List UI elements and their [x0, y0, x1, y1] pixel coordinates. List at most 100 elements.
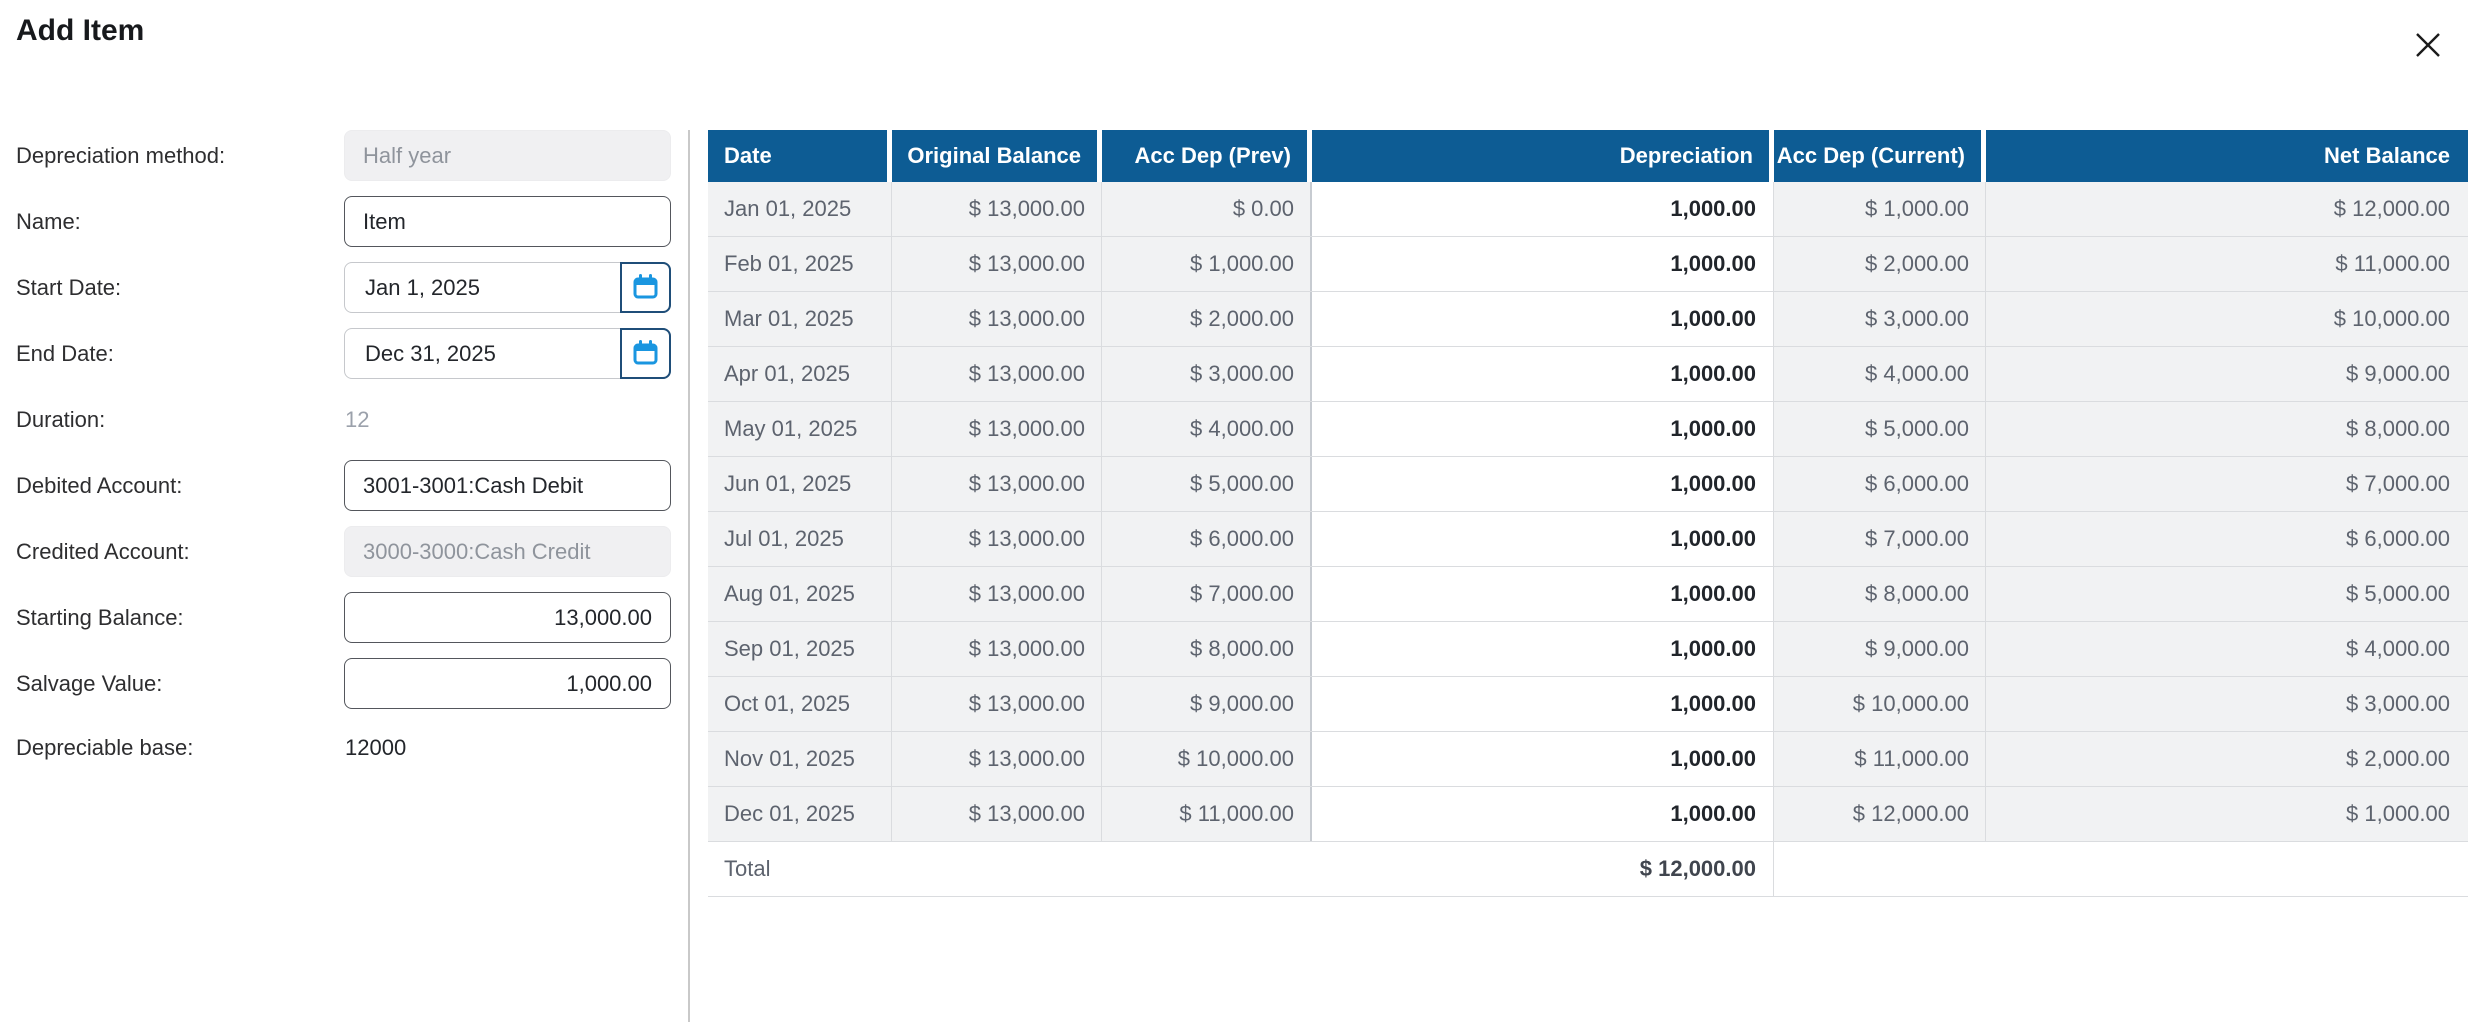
depreciation-method-label: Depreciation method: [16, 143, 226, 168]
total-label: Total [724, 856, 771, 881]
net-balance-cell: $ 12,000.00 [1986, 182, 2468, 236]
page-title: Add Item [16, 14, 145, 47]
net-balance-cell: $ 5,000.00 [1986, 567, 2468, 621]
acc-dep-current-cell: $ 2,000.00 [1774, 237, 1986, 291]
acc-dep-prev-cell: $ 2,000.00 [1102, 292, 1312, 346]
acc-dep-prev-cell: $ 6,000.00 [1102, 512, 1312, 566]
acc-dep-prev-cell: $ 0.00 [1102, 182, 1312, 236]
table-row: Feb 01, 2025 $ 13,000.00 $ 1,000.00 1,000.0… [708, 237, 2468, 292]
original-balance-cell: $ 13,000.00 [892, 732, 1102, 786]
start-date-input[interactable] [344, 262, 671, 313]
acc-dep-prev-cell: $ 3,000.00 [1102, 347, 1312, 401]
depreciation-method-field: Half year [344, 130, 671, 181]
date-cell: Nov 01, 2025 [708, 732, 892, 786]
acc-dep-prev-cell: $ 5,000.00 [1102, 457, 1312, 511]
date-cell: Oct 01, 2025 [708, 677, 892, 731]
depreciable-base-label: Depreciable base: [16, 735, 194, 760]
net-balance-cell: $ 4,000.00 [1986, 622, 2468, 676]
form-row-depreciation-method: Depreciation method: Half year [0, 130, 689, 181]
depreciation-cell[interactable]: 1,000.00 [1312, 732, 1774, 786]
form-row-credited-account: Credited Account: 3000-3000:Cash Credit [0, 526, 689, 577]
acc-dep-prev-cell: $ 8,000.00 [1102, 622, 1312, 676]
acc-dep-current-cell: $ 8,000.00 [1774, 567, 1986, 621]
date-cell: Sep 01, 2025 [708, 622, 892, 676]
net-balance-cell: $ 3,000.00 [1986, 677, 2468, 731]
close-button[interactable] [2408, 26, 2448, 66]
acc-dep-prev-cell: $ 7,000.00 [1102, 567, 1312, 621]
column-header-acc-dep-prev[interactable]: Acc Dep (Prev) [1102, 130, 1312, 182]
acc-dep-current-cell: $ 1,000.00 [1774, 182, 1986, 236]
acc-dep-current-cell: $ 10,000.00 [1774, 677, 1986, 731]
depreciation-cell[interactable]: 1,000.00 [1312, 622, 1774, 676]
table-row: Apr 01, 2025 $ 13,000.00 $ 3,000.00 1,000.0… [708, 347, 2468, 402]
table-row: May 01, 2025 $ 13,000.00 $ 4,000.00 1,000.0… [708, 402, 2468, 457]
depreciation-cell[interactable]: 1,000.00 [1312, 347, 1774, 401]
salvage-value-label: Salvage Value: [16, 671, 163, 696]
start-date-field [344, 262, 671, 313]
depreciation-cell[interactable]: 1,000.00 [1312, 787, 1774, 841]
column-header-acc-dep-current[interactable]: Acc Dep (Current) [1774, 130, 1986, 182]
form-row-salvage-value: Salvage Value: [0, 658, 689, 709]
date-cell: Dec 01, 2025 [708, 787, 892, 841]
net-balance-cell: $ 9,000.00 [1986, 347, 2468, 401]
depreciation-schedule-grid: Date Original Balance Acc Dep (Prev) Dep… [708, 130, 2468, 897]
acc-dep-current-cell: $ 3,000.00 [1774, 292, 1986, 346]
name-field[interactable] [344, 196, 671, 247]
net-balance-cell: $ 1,000.00 [1986, 787, 2468, 841]
table-header-row: Date Original Balance Acc Dep (Prev) Dep… [708, 130, 2468, 182]
acc-dep-current-cell: $ 6,000.00 [1774, 457, 1986, 511]
original-balance-cell: $ 13,000.00 [892, 622, 1102, 676]
depreciation-cell[interactable]: 1,000.00 [1312, 677, 1774, 731]
original-balance-cell: $ 13,000.00 [892, 677, 1102, 731]
total-row-filler [1774, 842, 2468, 896]
table-row: Aug 01, 2025 $ 13,000.00 $ 7,000.00 1,000.0… [708, 567, 2468, 622]
table-total-row: Total $ 12,000.00 [708, 842, 2468, 897]
acc-dep-prev-cell: $ 1,000.00 [1102, 237, 1312, 291]
starting-balance-field[interactable] [344, 592, 671, 643]
salvage-value-field[interactable] [344, 658, 671, 709]
original-balance-cell: $ 13,000.00 [892, 787, 1102, 841]
depreciation-cell[interactable]: 1,000.00 [1312, 512, 1774, 566]
depreciation-cell[interactable]: 1,000.00 [1312, 567, 1774, 621]
table-row: Dec 01, 2025 $ 13,000.00 $ 11,000.00 1,000.… [708, 787, 2468, 842]
form-row-start-date: Start Date: [0, 262, 689, 313]
table-row: Jun 01, 2025 $ 13,000.00 $ 5,000.00 1,000.0… [708, 457, 2468, 512]
column-header-date[interactable]: Date [708, 130, 892, 182]
close-icon [2414, 31, 2442, 62]
original-balance-cell: $ 13,000.00 [892, 292, 1102, 346]
date-cell: Aug 01, 2025 [708, 567, 892, 621]
depreciation-cell[interactable]: 1,000.00 [1312, 182, 1774, 236]
date-cell: Jul 01, 2025 [708, 512, 892, 566]
starting-balance-label: Starting Balance: [16, 605, 184, 630]
table-row: Mar 01, 2025 $ 13,000.00 $ 2,000.00 1,000.0… [708, 292, 2468, 347]
date-cell: May 01, 2025 [708, 402, 892, 456]
depreciation-cell[interactable]: 1,000.00 [1312, 402, 1774, 456]
date-cell: Apr 01, 2025 [708, 347, 892, 401]
table-row: Nov 01, 2025 $ 13,000.00 $ 10,000.00 1,000.… [708, 732, 2468, 787]
debited-account-field[interactable] [344, 460, 671, 511]
form-row-duration: Duration: 12 [0, 394, 689, 445]
acc-dep-prev-cell: $ 11,000.00 [1102, 787, 1312, 841]
end-date-picker-button[interactable] [620, 328, 671, 379]
start-date-picker-button[interactable] [620, 262, 671, 313]
form-row-name: Name: [0, 196, 689, 247]
table-body: Jan 01, 2025 $ 13,000.00 $ 0.00 1,000.00 $ 1… [708, 182, 2468, 842]
depreciation-cell[interactable]: 1,000.00 [1312, 237, 1774, 291]
net-balance-cell: $ 8,000.00 [1986, 402, 2468, 456]
net-balance-cell: $ 6,000.00 [1986, 512, 2468, 566]
form-row-depreciable-base: Depreciable base: 12000 [0, 722, 689, 773]
depreciation-cell[interactable]: 1,000.00 [1312, 457, 1774, 511]
column-header-depreciation[interactable]: Depreciation [1312, 130, 1774, 182]
original-balance-cell: $ 13,000.00 [892, 512, 1102, 566]
depreciation-cell[interactable]: 1,000.00 [1312, 292, 1774, 346]
column-header-net-balance[interactable]: Net Balance [1986, 130, 2468, 182]
panel-divider [688, 130, 690, 1022]
form-row-starting-balance: Starting Balance: [0, 592, 689, 643]
date-cell: Jan 01, 2025 [708, 182, 892, 236]
credited-account-label: Credited Account: [16, 539, 190, 564]
end-date-input[interactable] [344, 328, 671, 379]
acc-dep-prev-cell: $ 9,000.00 [1102, 677, 1312, 731]
column-header-original-balance[interactable]: Original Balance [892, 130, 1102, 182]
acc-dep-current-cell: $ 9,000.00 [1774, 622, 1986, 676]
